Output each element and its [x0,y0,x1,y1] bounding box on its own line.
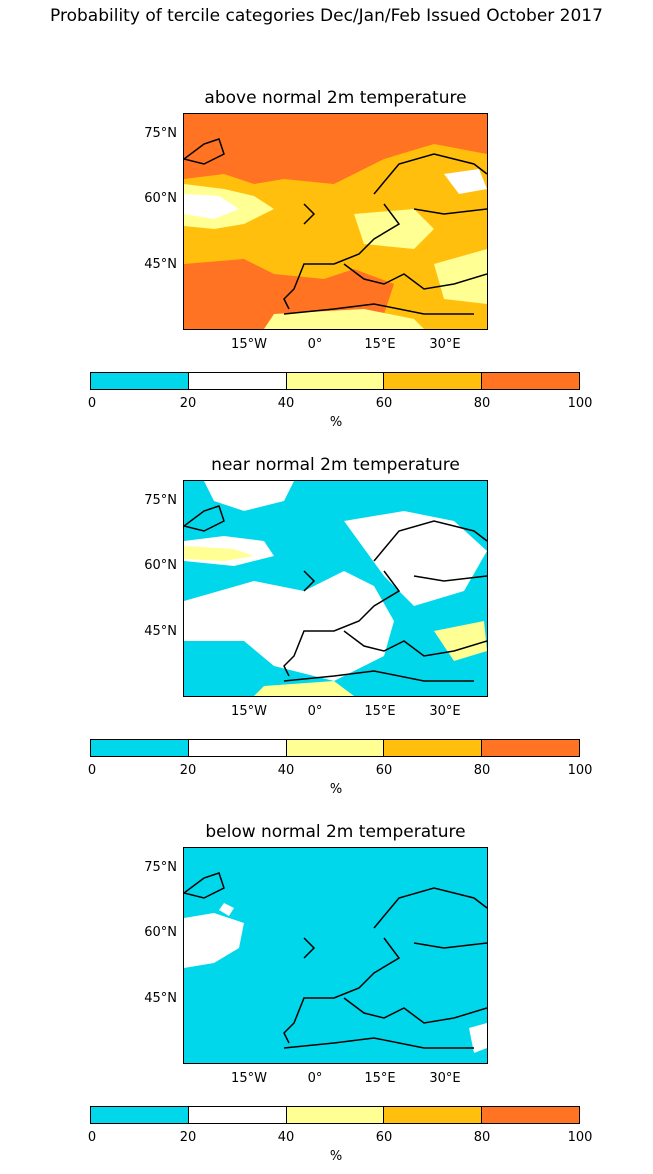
colorbar-unit: % [329,782,343,797]
lon-label-15w: 15°W [231,337,267,352]
colorbar-tick-60: 60 [375,763,393,778]
panel-below-normal: below normal 2m temperature 75°N 60°N 45… [0,734,653,1164]
lon-label-0: 0° [307,1071,323,1086]
colorbar-tick-100: 100 [567,396,593,411]
lat-label-60n: 60°N [144,191,177,206]
colorbar-tick-60: 60 [375,396,393,411]
colorbar [90,372,580,390]
lon-label-15e: 15°E [364,704,396,719]
panel-near-normal: near normal 2m temperature 75°N 60°N 45°… [0,367,653,797]
colorbar-tick-20: 20 [179,396,197,411]
lon-label-15e: 15°E [364,337,396,352]
map-below-normal [183,847,488,1064]
colorbar-bin-60-80 [383,1107,482,1123]
colorbar-bin-0-20 [91,373,188,389]
lon-label-15e: 15°E [364,1071,396,1086]
lat-label-75n: 75°N [144,860,177,875]
colorbar-bin-80-100 [481,1107,579,1123]
colorbar-bin-20-40 [187,740,286,756]
colorbar [90,739,580,757]
colorbar-tick-0: 0 [87,396,97,411]
colorbar-tick-0: 0 [87,763,97,778]
colorbar-bin-0-20 [91,740,188,756]
colorbar-tick-0: 0 [87,1130,97,1145]
colorbar [90,1106,580,1124]
map-near-normal [183,480,488,697]
colorbar-bin-0-20 [91,1107,188,1123]
lat-label-45n: 45°N [144,257,177,272]
panel-title: below normal 2m temperature [205,822,466,842]
panel-above-normal: above normal 2m temperature 75°N 60°N 45… [0,0,653,430]
colorbar-tick-20: 20 [179,763,197,778]
colorbar-tick-40: 40 [277,396,295,411]
panel-title: near normal 2m temperature [211,455,460,475]
lon-label-30e: 30°E [429,704,461,719]
figure-title: Probability of tercile categories Dec/Ja… [50,6,603,26]
colorbar-tick-100: 100 [567,763,593,778]
lat-label-75n: 75°N [144,493,177,508]
panel-title: above normal 2m temperature [204,88,467,108]
lat-label-45n: 45°N [144,991,177,1006]
lon-label-15w: 15°W [231,704,267,719]
colorbar-tick-80: 80 [473,1130,491,1145]
colorbar-bin-80-100 [481,740,579,756]
colorbar-unit: % [329,1149,343,1164]
colorbar-tick-40: 40 [277,763,295,778]
colorbar-bin-80-100 [481,373,579,389]
colorbar-tick-60: 60 [375,1130,393,1145]
colorbar-bin-60-80 [383,373,482,389]
colorbar-bin-20-40 [187,373,286,389]
colorbar-bin-60-80 [383,740,482,756]
lon-label-0: 0° [307,337,323,352]
colorbar-tick-40: 40 [277,1130,295,1145]
lon-label-0: 0° [307,704,323,719]
colorbar-tick-80: 80 [473,396,491,411]
colorbar-unit: % [329,415,343,430]
lon-label-15w: 15°W [231,1071,267,1086]
lat-label-60n: 60°N [144,925,177,940]
colorbar-bin-40-60 [285,740,384,756]
colorbar-bin-40-60 [285,1107,384,1123]
lat-label-75n: 75°N [144,126,177,141]
lon-label-30e: 30°E [429,337,461,352]
colorbar-tick-100: 100 [567,1130,593,1145]
colorbar-bin-40-60 [285,373,384,389]
colorbar-bin-20-40 [187,1107,286,1123]
lat-label-45n: 45°N [144,624,177,639]
lat-label-60n: 60°N [144,558,177,573]
map-above-normal [183,113,488,330]
lon-label-30e: 30°E [429,1071,461,1086]
colorbar-tick-80: 80 [473,763,491,778]
colorbar-tick-20: 20 [179,1130,197,1145]
